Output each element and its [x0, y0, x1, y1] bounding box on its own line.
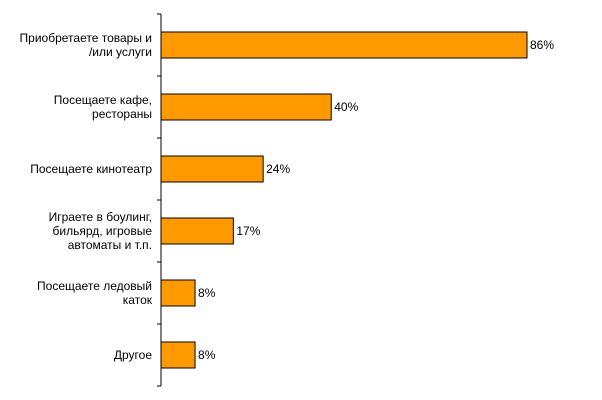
category-label: Играете в боулинг, бильярд, игровые авто… [48, 210, 152, 252]
bar [160, 93, 332, 121]
value-label: 8% [198, 286, 216, 300]
value-label: 86% [530, 38, 554, 52]
category-label: Приобретаете товары и /или услуги [19, 31, 152, 59]
bar [160, 31, 528, 59]
value-label: 40% [334, 100, 358, 114]
bar [160, 341, 196, 369]
value-label: 24% [266, 162, 290, 176]
category-label: Посещаете ледовый каток [37, 279, 152, 307]
bar [160, 279, 196, 307]
value-label: 8% [198, 348, 216, 362]
value-label: 17% [236, 224, 260, 238]
bar [160, 217, 234, 245]
category-label: Другое [113, 348, 152, 362]
bar [160, 155, 264, 183]
category-label: Посещаете кафе, рестораны [53, 93, 152, 121]
category-label: Посещаете кинотеатр [30, 162, 152, 176]
